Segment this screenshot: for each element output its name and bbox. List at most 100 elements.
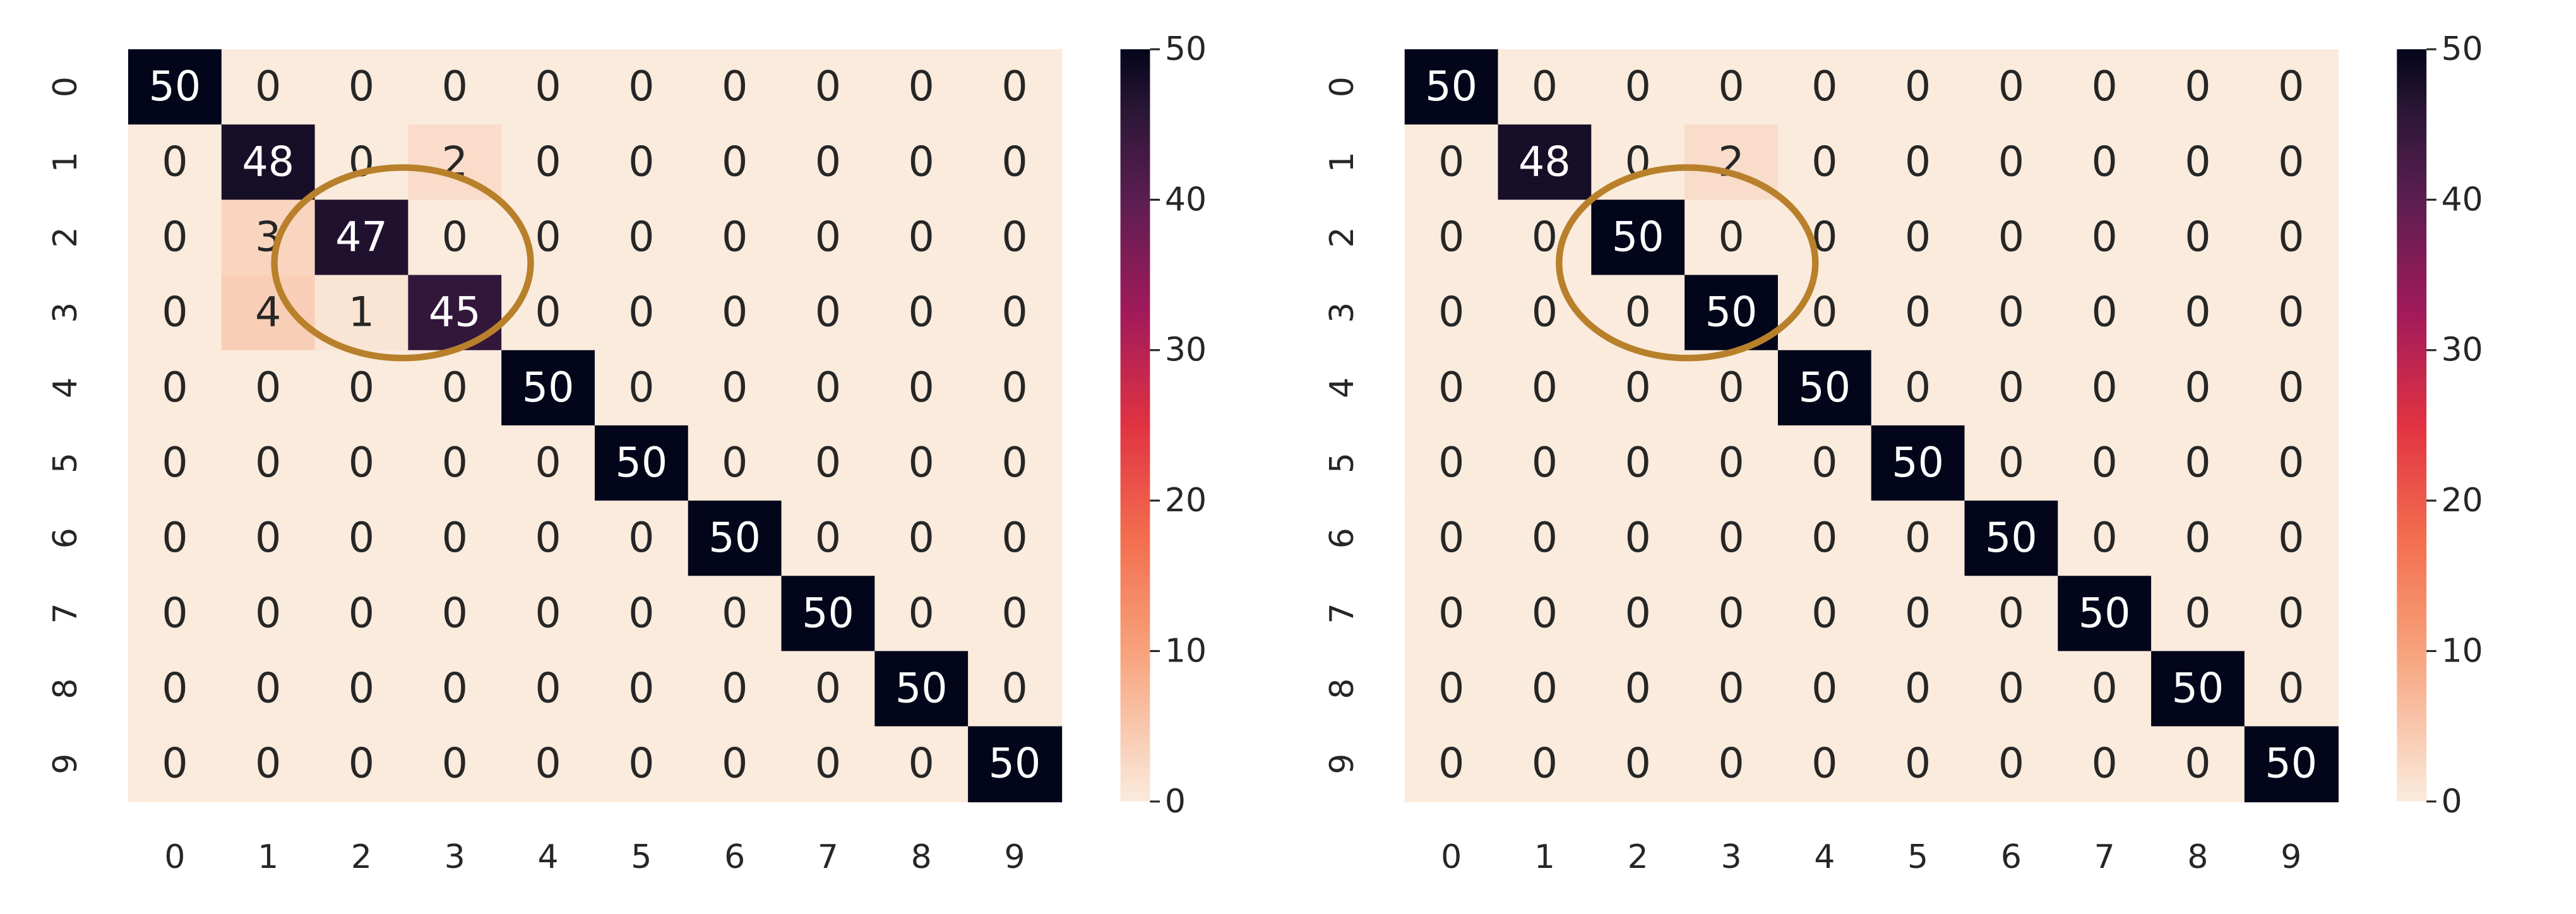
cell-label: 0 <box>255 590 281 637</box>
cell-label: 0 <box>909 590 934 637</box>
heatmap-cell <box>594 199 689 276</box>
heatmap-cell <box>2058 501 2152 577</box>
cell-label: 0 <box>1718 213 1744 261</box>
cell-label: 50 <box>802 590 854 637</box>
cell-label: 0 <box>1532 213 1558 261</box>
heatmap-cell <box>2151 501 2246 577</box>
x-tick-label: 9 <box>1004 838 1025 876</box>
cell-label: 0 <box>535 439 561 487</box>
heatmap-cell <box>1964 124 2059 201</box>
cell-label: 0 <box>2091 665 2117 713</box>
heatmap-cell <box>1591 49 1686 126</box>
heatmap-cell <box>1871 199 1965 276</box>
cell-label: 0 <box>349 138 374 186</box>
cell-label: 0 <box>1625 740 1651 788</box>
cell-label: 0 <box>1438 439 1464 487</box>
y-tick-label: 7 <box>1323 603 1361 624</box>
x-tick-label: 6 <box>724 838 745 876</box>
heatmap-cell <box>221 651 316 727</box>
heatmap-cell <box>1964 350 2059 427</box>
cell-label: 0 <box>815 138 841 186</box>
heatmap-cell <box>781 124 876 201</box>
cell-label: 0 <box>2091 364 2117 412</box>
heatmap-cell <box>688 425 782 502</box>
cell-label: 50 <box>1425 63 1477 110</box>
heatmap-cell <box>2058 425 2152 502</box>
cell-label: 0 <box>2278 289 2304 336</box>
cell-label: 0 <box>1718 364 1744 412</box>
cell-label: 0 <box>815 63 841 110</box>
heatmap-cell <box>2058 726 2152 803</box>
heatmap-cell <box>501 350 596 427</box>
cell-label: 0 <box>162 590 188 637</box>
heatmap-cell <box>1777 726 1873 803</box>
cell-label: 50 <box>149 63 201 110</box>
cell-label: 0 <box>1438 590 1464 637</box>
heatmap-cell <box>874 501 969 577</box>
heatmap-cell <box>314 425 409 502</box>
cell-label: 0 <box>1718 63 1744 110</box>
cell-label: 0 <box>2091 740 2117 788</box>
x-tick-label: 5 <box>631 838 652 876</box>
heatmap-cell <box>221 49 316 126</box>
heatmap-cell <box>408 576 503 652</box>
heatmap-cell <box>2151 49 2246 126</box>
heatmap-cell <box>2058 350 2152 427</box>
heatmap-cell <box>1591 350 1686 427</box>
heatmap-cell <box>1777 124 1873 201</box>
heatmap-cell <box>1685 576 1779 652</box>
cell-label: 0 <box>1625 439 1651 487</box>
heatmap-cell <box>874 425 969 502</box>
x-tick-label: 5 <box>1907 838 1928 876</box>
cell-label: 0 <box>628 364 654 412</box>
cell-label: 0 <box>909 63 934 110</box>
heatmap-cell <box>874 726 969 803</box>
cell-label: 0 <box>162 514 188 562</box>
heatmap-cell <box>501 425 596 502</box>
cell-label: 0 <box>2091 289 2117 336</box>
heatmap-cell <box>781 651 876 727</box>
cell-label: 0 <box>909 213 934 261</box>
x-tick-label: 9 <box>2281 838 2301 876</box>
x-tick-label: 2 <box>351 838 372 876</box>
heatmap-cell <box>2058 576 2152 652</box>
cell-label: 50 <box>1985 514 2037 562</box>
heatmap-cell <box>1777 651 1873 727</box>
heatmap-cell <box>1964 425 2059 502</box>
cell-label: 0 <box>349 439 374 487</box>
cell-label: 48 <box>242 138 294 186</box>
cell-label: 0 <box>2278 213 2304 261</box>
cell-label: 0 <box>628 514 654 562</box>
heatmap-cell <box>221 501 316 577</box>
cell-label: 0 <box>1532 63 1558 110</box>
heatmap-cell <box>2151 275 2246 352</box>
heatmap-cell <box>1498 651 1592 727</box>
heatmap-cell <box>2058 275 2152 352</box>
heatmap-cell <box>314 350 409 427</box>
heatmap-cell <box>781 49 876 126</box>
heatmap-cell <box>501 124 596 201</box>
heatmap-cell <box>2244 350 2339 427</box>
heatmap-cell <box>594 425 689 502</box>
heatmap-cell <box>1498 124 1592 201</box>
heatmap-cell <box>314 49 409 126</box>
heatmap-cell <box>128 350 223 427</box>
cell-label: 0 <box>722 138 748 186</box>
cell-label: 0 <box>815 665 841 713</box>
heatmap-cell <box>1964 726 2059 803</box>
cell-label: 0 <box>1905 63 1931 110</box>
cell-label: 0 <box>909 740 934 788</box>
heatmap-cell <box>1685 49 1779 126</box>
heatmap-cell <box>128 726 223 803</box>
heatmap-cell <box>594 124 689 201</box>
heatmap-cell <box>781 350 876 427</box>
cell-label: 0 <box>909 138 934 186</box>
heatmap-cell <box>688 726 782 803</box>
cell-label: 0 <box>349 740 374 788</box>
cell-label: 0 <box>2185 63 2210 110</box>
heatmap-cell <box>128 501 223 577</box>
heatmap-cell <box>221 425 316 502</box>
colorbar-tick-label: 20 <box>1165 482 1207 519</box>
cell-label: 0 <box>722 289 748 336</box>
